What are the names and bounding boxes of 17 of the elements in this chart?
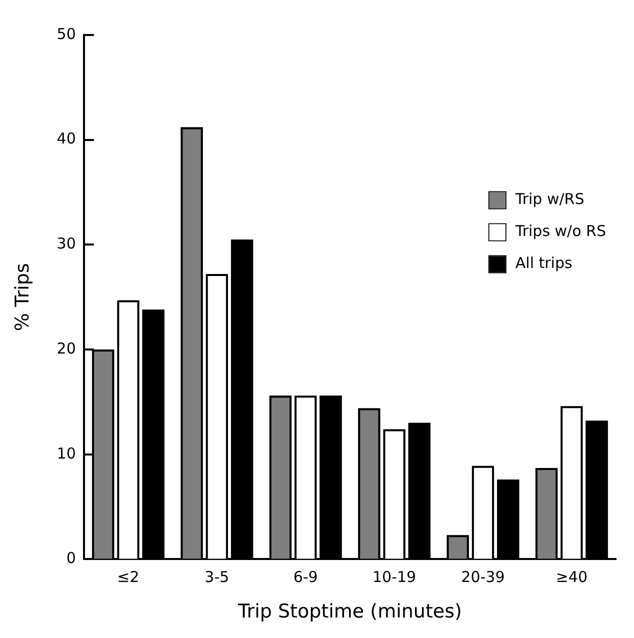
- y-tick-label: 0: [66, 549, 76, 568]
- x-tick-label: 20-39: [461, 568, 505, 586]
- y-tick-label: 20: [56, 339, 76, 358]
- y-tick-label: 10: [56, 444, 76, 462]
- y-tick-label: 30: [56, 234, 76, 253]
- legend-label: All trips: [515, 254, 572, 272]
- y-tick-label: 40: [56, 130, 76, 148]
- legend-label: Trips w/o RS: [514, 222, 606, 240]
- x-tick-label: ≥40: [556, 568, 588, 586]
- y-axis-title: % Trips: [11, 263, 34, 332]
- legend-label: Trip w/RS: [514, 190, 584, 208]
- x-tick-label: 6-9: [293, 568, 318, 586]
- x-tick-label: ≤2: [117, 568, 140, 586]
- x-tick-label: 3-5: [204, 568, 230, 586]
- x-tick-label: 10-19: [372, 568, 416, 586]
- x-axis-title: Trip Stoptime (minutes): [236, 600, 462, 623]
- y-tick-label: 50: [56, 24, 76, 43]
